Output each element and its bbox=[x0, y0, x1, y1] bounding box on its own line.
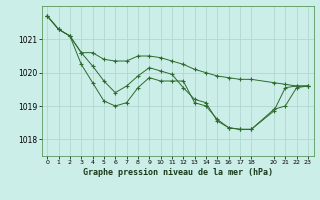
X-axis label: Graphe pression niveau de la mer (hPa): Graphe pression niveau de la mer (hPa) bbox=[83, 168, 273, 177]
